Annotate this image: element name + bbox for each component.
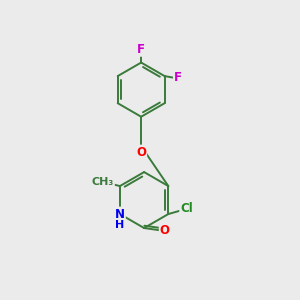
Text: O: O [160,224,170,238]
Text: O: O [136,146,146,159]
Text: F: F [174,71,182,84]
Text: F: F [137,43,145,56]
Text: Cl: Cl [180,202,193,215]
Text: CH₃: CH₃ [92,177,114,187]
Text: N: N [115,208,125,220]
Text: H: H [115,220,124,230]
